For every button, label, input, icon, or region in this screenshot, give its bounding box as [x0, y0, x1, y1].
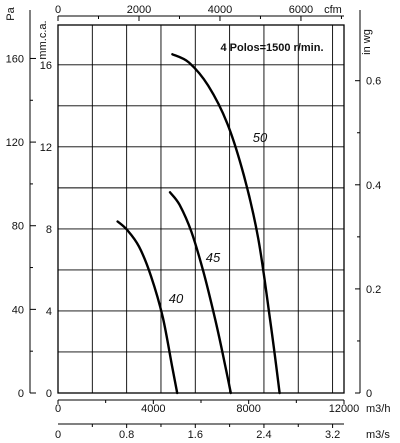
inwg-tick-label: 0.4 — [366, 180, 381, 192]
pa-tick-label: 160 — [6, 53, 24, 65]
unit-inwg: in wg — [361, 29, 373, 55]
pa-tick-label: 80 — [12, 221, 24, 233]
mmca-tick-label: 12 — [40, 142, 52, 154]
curves: 40 45 50 — [116, 53, 281, 395]
m3h-tick-label: 4000 — [141, 403, 165, 415]
mmca-tick-label: 0 — [46, 388, 52, 400]
m3h-tick-label: 8000 — [236, 403, 260, 415]
unit-m3s: m3/s — [366, 429, 390, 441]
m3h-tick-label: 0 — [55, 403, 61, 415]
cfm-tick-label: 2000 — [127, 4, 151, 16]
cfm-tick-label: 6000 — [289, 4, 313, 16]
curve-label-40: 40 — [169, 291, 184, 306]
inwg-tick-label: 0.2 — [366, 284, 381, 296]
pa-tick-label: 0 — [18, 388, 24, 400]
unit-pa: Pa — [5, 6, 17, 20]
chart-title: 4 Polos=1500 r/min. — [220, 42, 323, 54]
m3s-tick-label: 0 — [55, 429, 61, 441]
unit-mmca: mm.c.a. — [37, 20, 49, 59]
m3h-tick-label: 12000 — [329, 403, 360, 415]
curve-label-45: 45 — [206, 250, 221, 265]
mmca-tick-label: 16 — [40, 60, 52, 72]
mmca-tick-label: 8 — [46, 224, 52, 236]
curve-50 — [171, 53, 281, 395]
curve-label-50: 50 — [253, 130, 268, 145]
cfm-tick-label: 0 — [55, 4, 61, 16]
mmca-tick-label: 4 — [46, 306, 52, 318]
m3s-tick-label: 3.2 — [325, 429, 340, 441]
inwg-tick-label: 0 — [366, 388, 372, 400]
grid — [58, 25, 344, 393]
unit-m3h: m3/h — [366, 403, 390, 415]
m3s-tick-label: 1.6 — [188, 429, 203, 441]
curve-45 — [168, 191, 232, 395]
curve-40 — [116, 220, 179, 395]
plot-frame — [57, 24, 345, 394]
m3s-tick-label: 2.4 — [256, 429, 271, 441]
m3s-tick-label: 0.8 — [119, 429, 134, 441]
inwg-tick-label: 0.6 — [366, 76, 381, 88]
pa-tick-label: 40 — [12, 304, 24, 316]
pa-tick-label: 120 — [6, 137, 24, 149]
unit-cfm: cfm — [324, 4, 342, 16]
cfm-tick-label: 4000 — [208, 4, 232, 16]
